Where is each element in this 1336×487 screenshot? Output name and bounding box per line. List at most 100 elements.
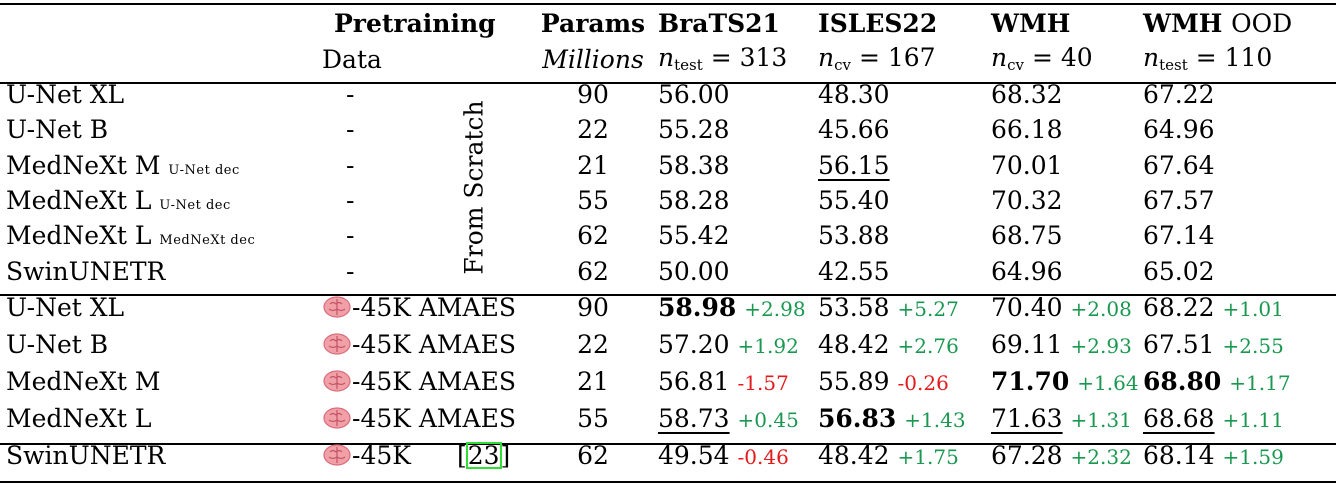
model-name: SwinUNETR: [6, 256, 166, 286]
data-cell: -: [346, 186, 355, 216]
params-cell: 62: [577, 221, 609, 251]
model-name: U-Net B: [6, 329, 109, 359]
brain-icon: [323, 407, 351, 429]
value-cell: 55.42: [658, 221, 730, 251]
params-cell: 55: [577, 186, 609, 216]
model-name: MedNeXt L MedNeXt dec: [6, 221, 256, 251]
value-cell: 68.32: [991, 80, 1063, 110]
model-name: MedNeXt M: [6, 366, 161, 396]
table-row: U-Net B - 22 55.28 45.66 66.18 64.96: [0, 112, 1336, 147]
value-cell: 58.38: [658, 150, 730, 180]
value-cell: 56.81 -1.57: [658, 366, 789, 396]
model-name: U-Net XL: [6, 292, 125, 322]
params-cell: 55: [577, 403, 609, 433]
table-row: U-Net XL -45K AMAES 90 58.98 +2.98 53.58…: [0, 289, 1336, 326]
value-cell: 65.02: [1143, 256, 1215, 286]
section-rule-2: [0, 443, 1336, 445]
value-cell: 68.14 +1.59: [1143, 440, 1284, 470]
table-row: MedNeXt L U-Net dec - 55 58.28 55.40 70.…: [0, 183, 1336, 218]
isles-header: ISLES22: [818, 8, 938, 38]
table-row: SwinUNETR -45K [23] 62 49.54 -0.46 48.42 …: [0, 437, 1336, 474]
value-cell: 68.68 +1.11: [1143, 403, 1284, 433]
data-cell: -: [346, 221, 355, 251]
data-cell: -: [346, 115, 355, 145]
brain-icon: [323, 444, 351, 466]
value-cell: 48.42 +1.75: [818, 440, 959, 470]
n-wmh: ncv = 40: [991, 43, 1093, 74]
value-cell: 49.54 -0.46: [658, 440, 789, 470]
top-rule: [0, 3, 1336, 5]
header-row-2: Data Millions ntest = 313 ncv = 167 ncv …: [0, 41, 1336, 77]
value-cell: 45.66: [818, 115, 890, 145]
value-cell: 56.15: [818, 150, 890, 180]
params-cell: 21: [577, 366, 609, 396]
value-cell: 67.28 +2.32: [991, 440, 1132, 470]
value-cell: 53.88: [818, 221, 890, 251]
results-table: Pretraining Params BraTS21 ISLES22 WMH W…: [0, 5, 1336, 474]
value-cell: 48.42 +2.76: [818, 329, 959, 359]
table-row: SwinUNETR - 62 50.00 42.55 64.96 65.02: [0, 253, 1336, 288]
value-cell: 70.01: [991, 150, 1063, 180]
data-cell: -: [346, 256, 355, 286]
value-cell: 68.22 +1.01: [1143, 292, 1284, 322]
data-cell: -45K AMAES: [322, 326, 532, 363]
value-cell: 68.75: [991, 221, 1063, 251]
params-cell: 62: [577, 256, 609, 286]
model-name: SwinUNETR: [6, 440, 166, 470]
model-name: MedNeXt M U-Net dec: [6, 150, 240, 180]
params-cell: 22: [577, 329, 609, 359]
model-name: MedNeXt L: [6, 403, 152, 433]
params-cell: 22: [577, 115, 609, 145]
section-rule: [0, 294, 1336, 296]
value-cell: 67.22: [1143, 80, 1215, 110]
value-cell: 71.63 +1.31: [991, 403, 1132, 433]
value-cell: 53.58 +5.27: [818, 292, 959, 322]
value-cell: 56.00: [658, 80, 730, 110]
value-cell: 64.96: [1143, 115, 1215, 145]
value-cell: 67.51 +2.55: [1143, 329, 1284, 359]
wmh-header: WMH: [991, 8, 1071, 38]
value-cell: 58.28: [658, 186, 730, 216]
millions-header: Millions: [542, 44, 644, 74]
value-cell: 56.83 +1.43: [818, 403, 966, 433]
n-brats: ntest = 313: [658, 43, 788, 74]
wmh-ood-header: WMH OOD: [1143, 8, 1293, 38]
citation-link[interactable]: 23: [465, 440, 502, 470]
value-cell: 58.98 +2.98: [658, 292, 806, 322]
value-cell: 67.57: [1143, 186, 1215, 216]
model-name: MedNeXt L U-Net dec: [6, 186, 231, 216]
value-cell: 58.73 +0.45: [658, 403, 799, 433]
table-row: MedNeXt M U-Net dec - 21 58.38 56.15 70.…: [0, 148, 1336, 183]
value-cell: 70.32: [991, 186, 1063, 216]
value-cell: 55.89 -0.26: [818, 366, 949, 396]
value-cell: 66.18: [991, 115, 1063, 145]
n-isles: ncv = 167: [818, 43, 936, 74]
params-cell: 21: [577, 150, 609, 180]
data-cell: -45K AMAES: [322, 400, 532, 437]
value-cell: 42.55: [818, 256, 890, 286]
table-row: MedNeXt L MedNeXt dec - 62 55.42 53.88 6…: [0, 218, 1336, 253]
value-cell: 50.00: [658, 256, 730, 286]
data-cell: -45K [23]: [322, 437, 532, 474]
params-cell: 90: [577, 292, 609, 322]
value-cell: 64.96: [991, 256, 1063, 286]
brain-icon: [323, 296, 351, 318]
table-row: U-Net XL - 90 56.00 48.30 68.32 67.22: [0, 77, 1336, 112]
value-cell: 68.80 +1.17: [1143, 366, 1291, 396]
value-cell: 67.64: [1143, 150, 1215, 180]
header-rule: [0, 82, 1336, 84]
data-cell: -: [346, 150, 355, 180]
data-cell: -45K AMAES: [322, 363, 532, 400]
params-cell: 62: [577, 440, 609, 470]
header-row-1: Pretraining Params BraTS21 ISLES22 WMH W…: [0, 5, 1336, 41]
bottom-rule: [0, 481, 1336, 483]
n-wmh-ood: ntest = 110: [1143, 43, 1273, 74]
value-cell: 67.14: [1143, 221, 1215, 251]
table-row: MedNeXt M -45K AMAES 21 56.81 -1.57 55.8…: [0, 363, 1336, 400]
model-name: U-Net B: [6, 115, 109, 145]
value-cell: 71.70 +1.64: [991, 366, 1139, 396]
data-cell: -45K AMAES: [322, 289, 532, 326]
value-cell: 57.20 +1.92: [658, 329, 799, 359]
value-cell: 69.11 +2.93: [991, 329, 1132, 359]
value-cell: 55.40: [818, 186, 890, 216]
